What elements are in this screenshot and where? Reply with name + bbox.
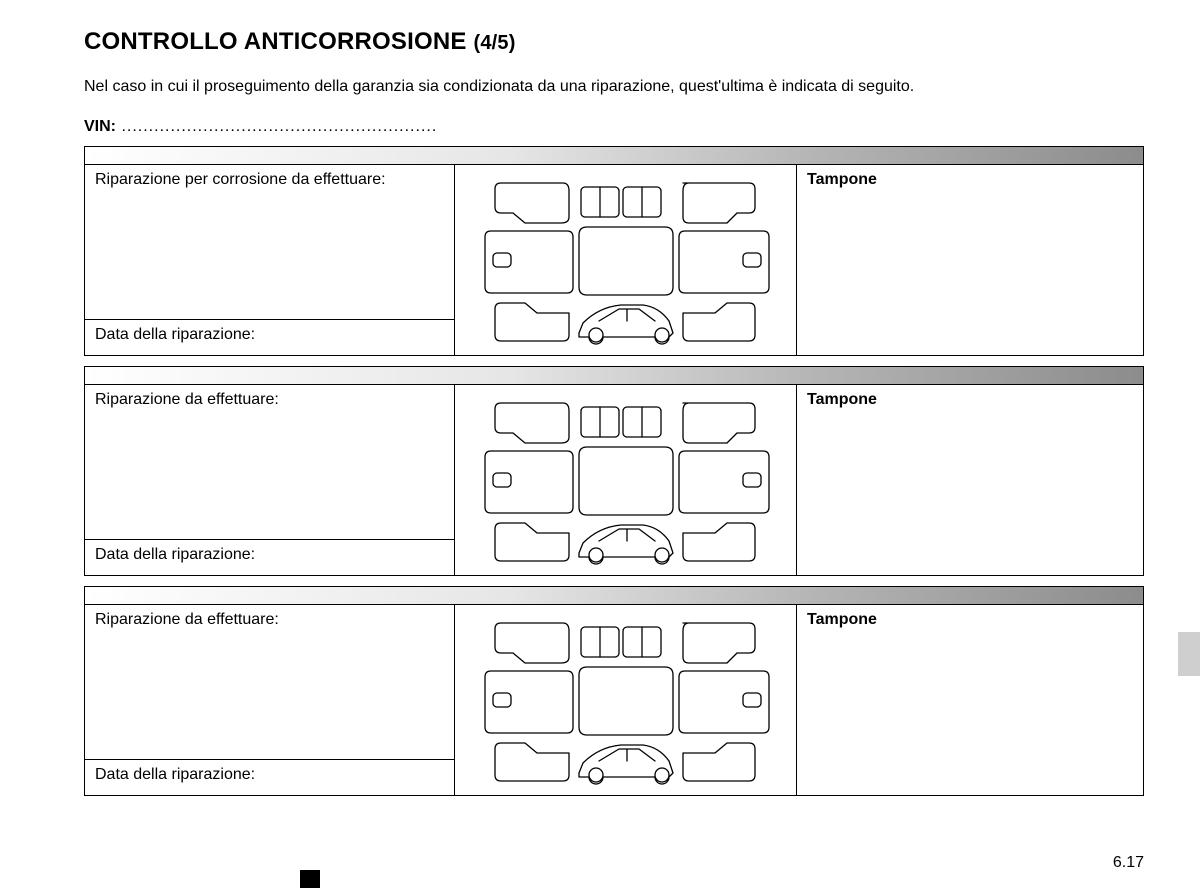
record-block: Riparazione da effettuare: Data della ri… — [84, 366, 1144, 576]
diagram-column — [455, 385, 797, 575]
date-label: Data della riparazione: — [85, 319, 454, 355]
left-column: Riparazione per corrosione da effettuare… — [85, 165, 455, 355]
stamp-label: Tampone — [807, 391, 877, 408]
vin-label: VIN: — [84, 118, 116, 135]
record-row: Riparazione da effettuare: Data della ri… — [85, 385, 1143, 575]
stamp-column: Tampone — [797, 385, 1143, 575]
page-title: CONTROLLO ANTICORROSIONE (4/5) — [84, 28, 1144, 56]
repair-label: Riparazione per corrosione da effettuare… — [85, 165, 454, 319]
vin-line: VIN: ...................................… — [84, 118, 1144, 136]
record-row: Riparazione per corrosione da effettuare… — [85, 165, 1143, 355]
edge-thumb-index — [1178, 632, 1200, 676]
gradient-bar — [85, 367, 1143, 385]
car-diagram-icon — [471, 175, 781, 345]
footer-tab — [300, 870, 320, 888]
page: CONTROLLO ANTICORROSIONE (4/5) Nel caso … — [0, 0, 1200, 888]
stamp-column: Tampone — [797, 605, 1143, 795]
record-block: Riparazione da effettuare: Data della ri… — [84, 586, 1144, 796]
title-main: CONTROLLO ANTICORROSIONE — [84, 28, 467, 55]
car-diagram-icon — [471, 615, 781, 785]
diagram-column — [455, 605, 797, 795]
repair-label: Riparazione da effettuare: — [85, 605, 454, 759]
record-block: Riparazione per corrosione da effettuare… — [84, 146, 1144, 356]
stamp-label: Tampone — [807, 171, 877, 188]
left-column: Riparazione da effettuare: Data della ri… — [85, 605, 455, 795]
stamp-label: Tampone — [807, 611, 877, 628]
intro-text: Nel caso in cui il proseguimento della g… — [84, 78, 1144, 96]
date-label: Data della riparazione: — [85, 539, 454, 575]
record-row: Riparazione da effettuare: Data della ri… — [85, 605, 1143, 795]
title-paren: (4/5) — [473, 32, 515, 54]
gradient-bar — [85, 587, 1143, 605]
page-number: 6.17 — [1113, 854, 1144, 872]
vin-dots: ........................................… — [116, 118, 437, 135]
diagram-column — [455, 165, 797, 355]
stamp-column: Tampone — [797, 165, 1143, 355]
date-label: Data della riparazione: — [85, 759, 454, 795]
left-column: Riparazione da effettuare: Data della ri… — [85, 385, 455, 575]
gradient-bar — [85, 147, 1143, 165]
repair-label: Riparazione da effettuare: — [85, 385, 454, 539]
car-diagram-icon — [471, 395, 781, 565]
